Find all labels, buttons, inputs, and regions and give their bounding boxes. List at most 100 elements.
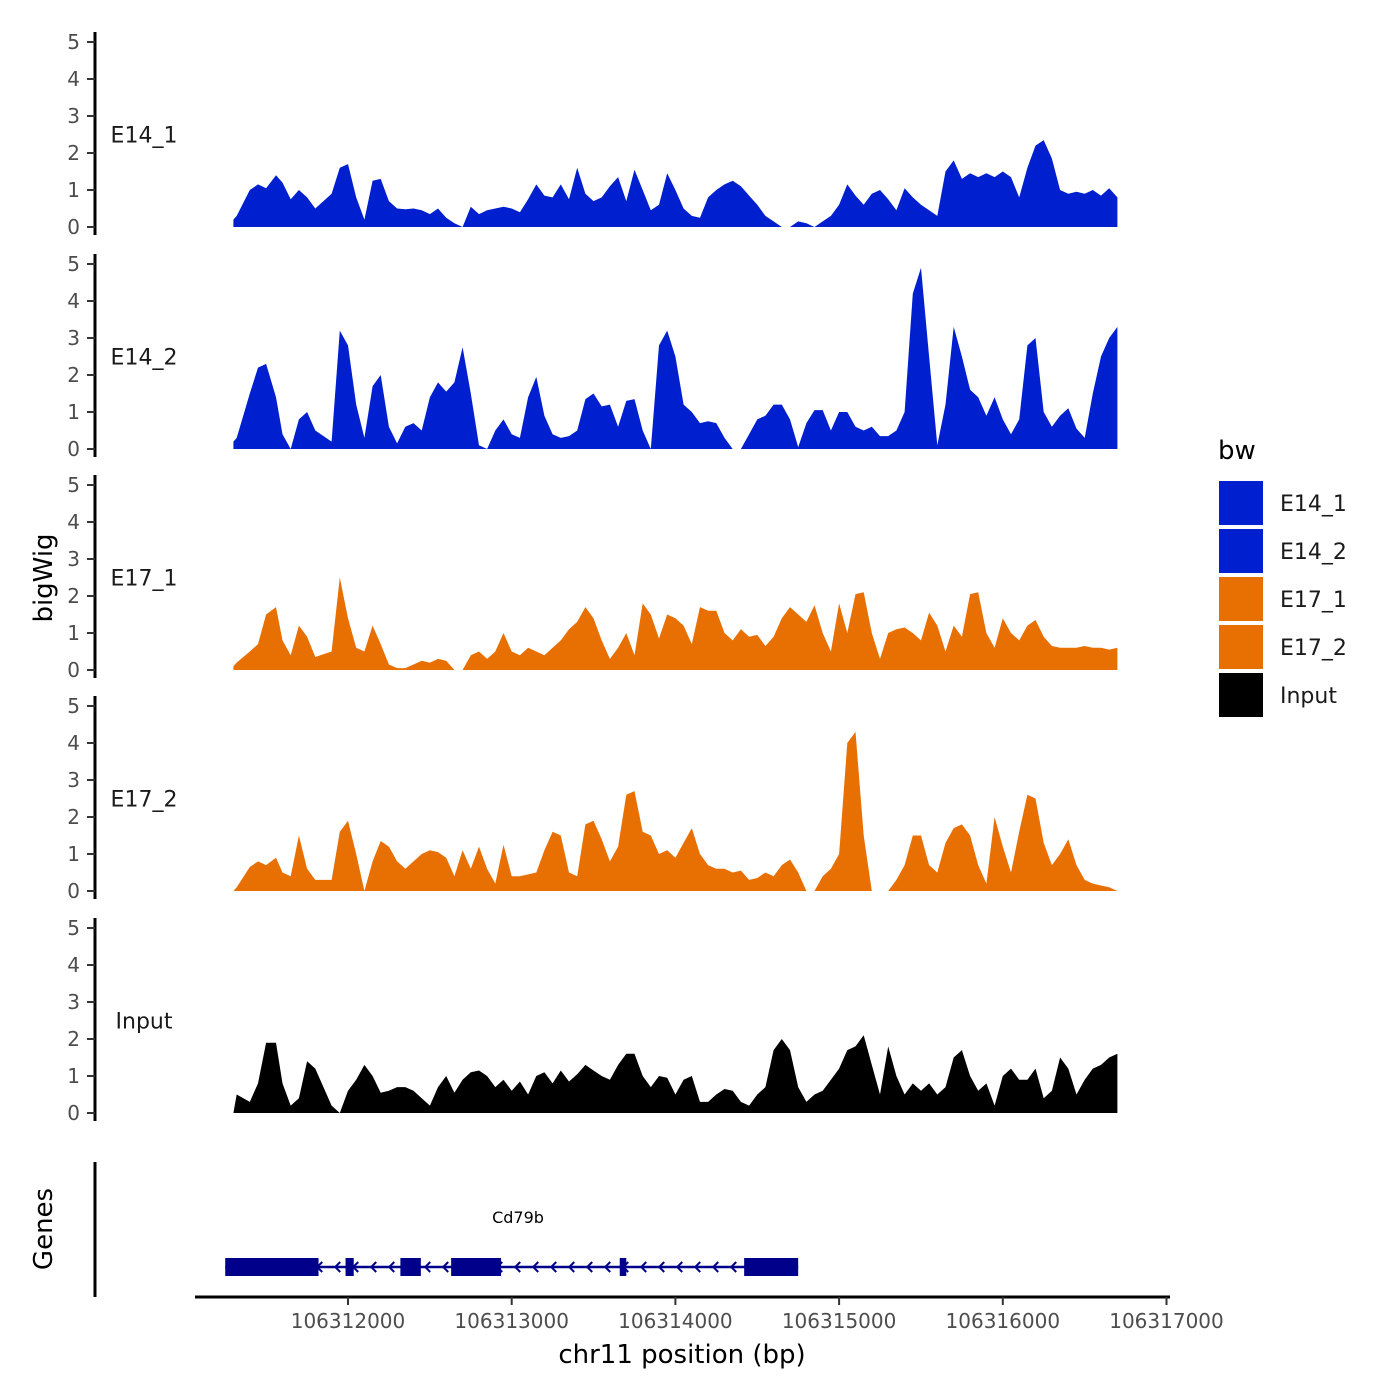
strand-arrow	[513, 1261, 521, 1273]
gene-exon	[619, 1258, 627, 1276]
y-tick-label: 2	[67, 584, 80, 608]
strand-arrow	[423, 1261, 431, 1273]
strand-arrow	[387, 1261, 395, 1273]
track-label-Input: Input	[116, 1010, 173, 1035]
track-label-E17_2: E17_2	[111, 788, 178, 813]
y-tick-label: 4	[67, 510, 80, 534]
y-tick-label: 3	[67, 326, 80, 350]
y-tick-label: 1	[67, 842, 80, 866]
y-tick-label: 3	[67, 547, 80, 571]
y-tick-label: 1	[67, 1064, 80, 1088]
legend-swatch	[1217, 575, 1265, 623]
y-tick-label: 1	[67, 621, 80, 645]
y-tick-label: 2	[67, 805, 80, 829]
legend-label: E17_2	[1280, 636, 1347, 661]
y-tick-label: 5	[67, 916, 80, 940]
track-label-E14_1: E14_1	[111, 124, 178, 149]
legend-title: bw	[1218, 436, 1256, 466]
y-tick-label: 3	[67, 104, 80, 128]
strand-arrow	[333, 1261, 341, 1273]
y-tick-label: 3	[67, 768, 80, 792]
strand-arrow	[639, 1261, 647, 1273]
y-tick-label: 0	[67, 1101, 80, 1125]
y-tick-label: 0	[67, 437, 80, 461]
strand-arrow	[693, 1261, 701, 1273]
strand-arrow	[585, 1261, 593, 1273]
track-E17_1: 0 1 2 3 4 5 E17_1	[67, 473, 1118, 682]
strand-arrow	[675, 1261, 683, 1273]
y-tick-label: 0	[67, 879, 80, 903]
y-tick-label: 0	[67, 658, 80, 682]
legend-swatch	[1217, 671, 1265, 719]
legend-label: E17_1	[1280, 588, 1347, 613]
x-axis: 106312000 106313000 106314000 106315000 1063…	[195, 1295, 1224, 1370]
y-tick-label: 1	[67, 178, 80, 202]
strand-arrow	[531, 1261, 539, 1273]
gene-label: Cd79b	[492, 1208, 544, 1227]
y-tick-label: 5	[67, 252, 80, 276]
track-label-E17_1: E17_1	[111, 567, 178, 592]
gene-model	[225, 1258, 799, 1276]
legend: bw E14_1 E14_2 E17_1 E17_2 Input	[1217, 436, 1347, 719]
gene-panel: Genes Cd79b	[29, 1162, 799, 1297]
x-tick-label: 106312000	[291, 1309, 406, 1333]
strand-arrow	[549, 1261, 557, 1273]
y-tick-label: 2	[67, 1027, 80, 1051]
strand-arrow	[711, 1261, 719, 1273]
x-axis-title: chr11 position (bp)	[558, 1340, 805, 1370]
y-tick-label: 5	[67, 473, 80, 497]
y-tick-label: 5	[67, 694, 80, 718]
strand-arrow	[567, 1261, 575, 1273]
legend-entry-E17_1: E17_1	[1217, 575, 1347, 623]
y-tick-label: 4	[67, 289, 80, 313]
x-tick-label: 106316000	[946, 1309, 1061, 1333]
legend-swatch	[1217, 479, 1265, 527]
y-tick-label: 4	[67, 731, 80, 755]
coverage-area-E14_2	[233, 267, 1118, 449]
coverage-area-E14_1	[233, 140, 1118, 227]
legend-entry-E14_1: E14_1	[1217, 479, 1347, 527]
y-tick-label: 4	[67, 67, 80, 91]
gene-panel-title: Genes	[29, 1188, 59, 1270]
strand-arrow	[369, 1261, 377, 1273]
coverage-area-Input	[233, 1035, 1118, 1113]
y-axis-title: bigWig	[29, 533, 59, 622]
y-tick-label: 3	[67, 990, 80, 1014]
legend-label: E14_2	[1280, 540, 1347, 565]
gene-exon	[451, 1258, 502, 1276]
strand-arrow	[441, 1261, 449, 1273]
legend-swatch	[1217, 527, 1265, 575]
legend-entry-E14_2: E14_2	[1217, 527, 1347, 575]
legend-label: E14_1	[1280, 492, 1347, 517]
x-tick-label: 106313000	[454, 1309, 569, 1333]
gene-exon	[225, 1258, 319, 1276]
track-label-E14_2: E14_2	[111, 346, 178, 371]
track-Input: 0 1 2 3 4 5 Input	[67, 916, 1118, 1125]
x-tick-label: 106314000	[618, 1309, 733, 1333]
legend-swatch	[1217, 623, 1265, 671]
y-tick-label: 1	[67, 400, 80, 424]
legend-label: Input	[1280, 684, 1337, 709]
track-E14_2: 0 1 2 3 4 5 E14_2	[67, 252, 1118, 461]
x-tick-label: 106315000	[782, 1309, 897, 1333]
track-E14_1: 0 1 2 3 4 5 E14_1	[67, 30, 1118, 239]
y-tick-label: 2	[67, 363, 80, 387]
track-E17_2: 0 1 2 3 4 5 E17_2	[67, 694, 1118, 903]
strand-arrow	[657, 1261, 665, 1273]
strand-arrow	[729, 1261, 737, 1273]
strand-arrow	[603, 1261, 611, 1273]
x-tick-label: 106317000	[1109, 1309, 1224, 1333]
y-tick-label: 5	[67, 30, 80, 54]
legend-entry-Input: Input	[1217, 671, 1337, 719]
gene-exon	[345, 1258, 354, 1276]
y-tick-label: 2	[67, 141, 80, 165]
legend-entry-E17_2: E17_2	[1217, 623, 1347, 671]
coverage-tracks: 0 1 2 3 4 5 E14_1 0 1 2 3 4 5 E14_2 0 1 2 3 4 5 E17_1 0 1 2 3 4 5 E…	[67, 30, 1118, 1125]
y-tick-label: 0	[67, 215, 80, 239]
gene-exon	[744, 1258, 799, 1276]
coverage-area-E17_2	[233, 731, 1118, 891]
coverage-area-E17_1	[233, 577, 1118, 670]
gene-exon	[400, 1258, 421, 1276]
y-tick-label: 4	[67, 953, 80, 977]
